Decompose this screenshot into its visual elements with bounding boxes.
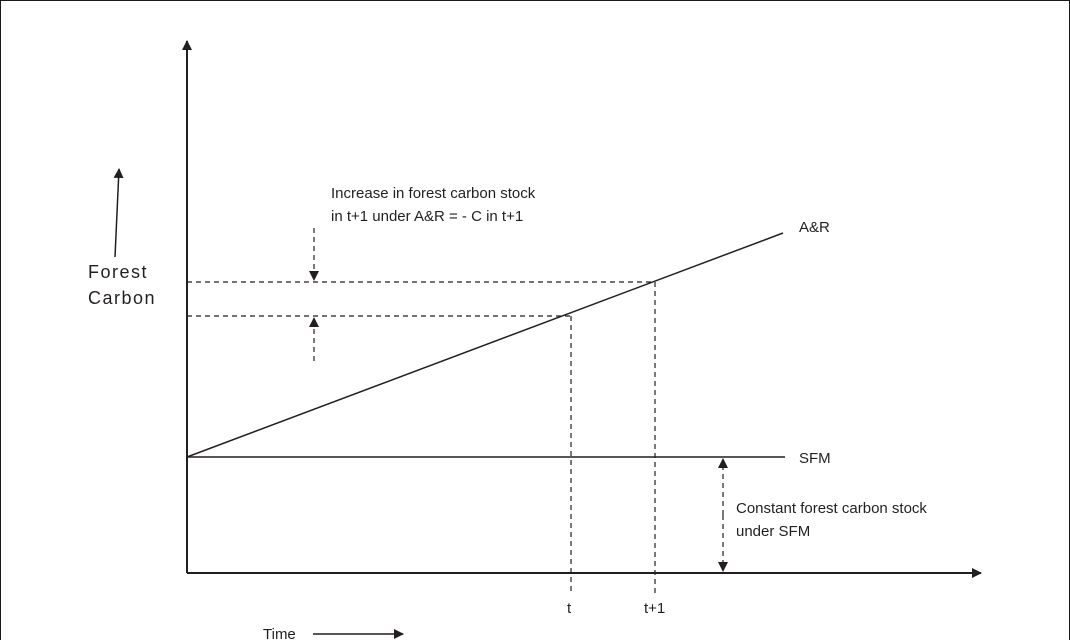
tick-label-t: t [567,600,572,617]
ar-line [186,232,784,458]
y-axis-label-line2: Carbon [88,288,156,308]
increase-annotation-line1: Increase in forest carbon stock [331,185,536,202]
constant-annotation-line2: under SFM [736,523,810,540]
ar-line-label: A&R [799,219,830,236]
y-label-arrow [113,168,124,258]
sfm-line-label: SFM [799,450,831,467]
x-axis-label: Time [263,626,296,641]
tick-label-t1: t+1 [644,600,665,617]
constant-annotation-line1: Constant forest carbon stock [736,500,927,517]
increase-annotation-line2: in t+1 under A&R = - C in t+1 [331,208,523,225]
y-axis-label-line1: Forest [88,262,148,282]
